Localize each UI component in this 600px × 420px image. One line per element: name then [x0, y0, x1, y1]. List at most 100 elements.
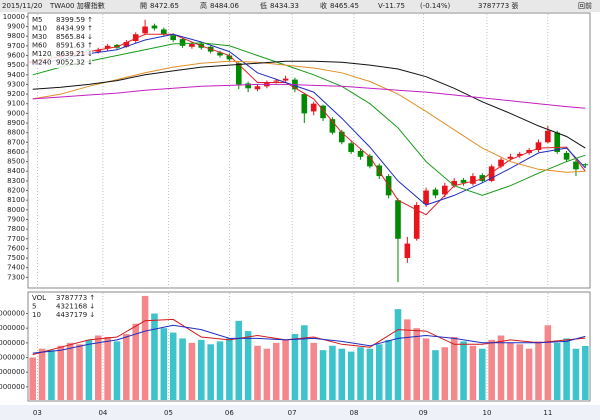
candle-body — [282, 78, 289, 81]
y-tick-label: 7700 — [7, 235, 25, 243]
moving-average-line — [32, 33, 586, 216]
volume-bar — [441, 347, 449, 400]
volume-bar — [469, 345, 477, 400]
legend-value: 8591.63 ↑ — [56, 42, 93, 50]
volume-bar — [553, 342, 561, 400]
candle-body — [132, 34, 139, 42]
candle-body — [151, 25, 158, 29]
y-tick-label: 5000000 — [0, 324, 25, 332]
volume-bar — [29, 357, 36, 400]
candle-body — [170, 35, 176, 41]
candle-body — [348, 143, 354, 152]
volume-bar — [123, 334, 130, 400]
legend-value: 4437179 ↓ — [56, 311, 95, 319]
x-tick-label: 06 — [225, 409, 234, 417]
moving-average-line — [32, 33, 586, 206]
volume-bar — [310, 342, 317, 400]
candle-body — [95, 49, 102, 52]
back-button[interactable]: 回前 — [578, 1, 592, 10]
y-tick-label: 7600 — [7, 244, 25, 252]
close-label: 收 — [320, 1, 327, 10]
high-label: 高 — [200, 1, 207, 10]
volume-bar — [394, 309, 402, 400]
price-frame — [27, 12, 591, 289]
volume-bar — [329, 345, 336, 400]
header: 2015/11/20 TWA00 加權指數 開 8472.65 高 8484.0… — [2, 1, 592, 10]
candle-body — [554, 132, 561, 152]
y-tick-label: 7300 — [7, 273, 25, 281]
candle-body — [235, 63, 242, 85]
candle-body — [320, 105, 326, 119]
volume-bar — [216, 341, 224, 400]
volume-bar — [357, 347, 364, 400]
candle-body — [123, 41, 130, 47]
legend-value: 8434.99 ↑ — [56, 25, 93, 33]
y-tick-label: 9500 — [7, 61, 25, 69]
volume-bar — [48, 350, 55, 400]
symbol: TWA00 加權指數 — [49, 1, 105, 10]
volume-bar — [563, 338, 570, 400]
moving-average-line — [32, 324, 586, 354]
y-tick-label: 7800 — [7, 225, 25, 233]
legend-name: M120 — [32, 50, 51, 58]
header-bar — [0, 0, 600, 12]
volume-bar — [179, 338, 186, 400]
y-tick-label: 7500 — [7, 254, 25, 262]
y-tick-label: 8600 — [7, 148, 25, 156]
candle-body — [189, 43, 195, 47]
legend-name: 10 — [32, 311, 41, 319]
y-tick-label: 9200 — [7, 90, 25, 98]
volume-bar — [76, 344, 83, 400]
candle-body — [413, 205, 420, 239]
candle-body — [357, 150, 364, 157]
candle-body — [563, 152, 570, 160]
candle-body — [573, 161, 579, 170]
x-tick-label: 03 — [33, 409, 42, 417]
y-tick-label: 3000000 — [0, 353, 25, 361]
candle-body — [460, 179, 467, 183]
volume-bar — [422, 338, 430, 400]
change-pct: (-0.14%) — [420, 2, 450, 10]
date: 2015/11/20 — [2, 2, 42, 10]
y-tick-label: 9100 — [7, 100, 25, 108]
legend-name: VOL — [32, 294, 46, 302]
candle-body — [516, 153, 523, 156]
volume-bar — [291, 334, 299, 400]
y-tick-label: 9600 — [7, 51, 25, 59]
legend-value: 8565.84 ↓ — [56, 33, 93, 41]
volume-bar — [385, 339, 392, 400]
legend-box — [30, 293, 92, 321]
y-tick-label: 2000000 — [0, 368, 25, 376]
y-tick-label: 6000000 — [0, 310, 25, 318]
moving-average-line — [32, 42, 586, 196]
y-tick-label: 9900 — [7, 23, 25, 31]
volume-bar — [375, 344, 383, 400]
candle-body — [488, 166, 495, 181]
candle-body — [338, 131, 345, 143]
volume-bar — [507, 342, 514, 400]
candle-body — [310, 103, 317, 112]
y-tick-label: 9400 — [7, 71, 25, 79]
legend-value: 8399.59 ↑ — [56, 16, 93, 24]
volume-bar — [460, 341, 467, 400]
legend-name: M10 — [32, 25, 47, 33]
y-tick-label: 1000000 — [0, 383, 25, 391]
candle-body — [179, 39, 186, 46]
volume-bar — [347, 351, 355, 400]
volume-bar — [525, 348, 533, 400]
candle-body — [423, 190, 429, 205]
volume-bar — [272, 342, 280, 400]
legend-name: 5 — [32, 303, 36, 311]
candle-body — [451, 180, 457, 186]
y-tick-label: 8900 — [7, 119, 25, 127]
legend-value: 4321168 ↓ — [56, 303, 95, 311]
volume-bar — [413, 328, 420, 400]
x-tick-label: 11 — [543, 409, 552, 417]
volume-bar — [38, 348, 46, 400]
candle-body — [142, 26, 148, 34]
volume-bar — [132, 323, 139, 400]
change: V-11.75 — [378, 2, 405, 10]
moving-average-line — [32, 60, 586, 149]
y-tick-label: 8400 — [7, 167, 25, 175]
